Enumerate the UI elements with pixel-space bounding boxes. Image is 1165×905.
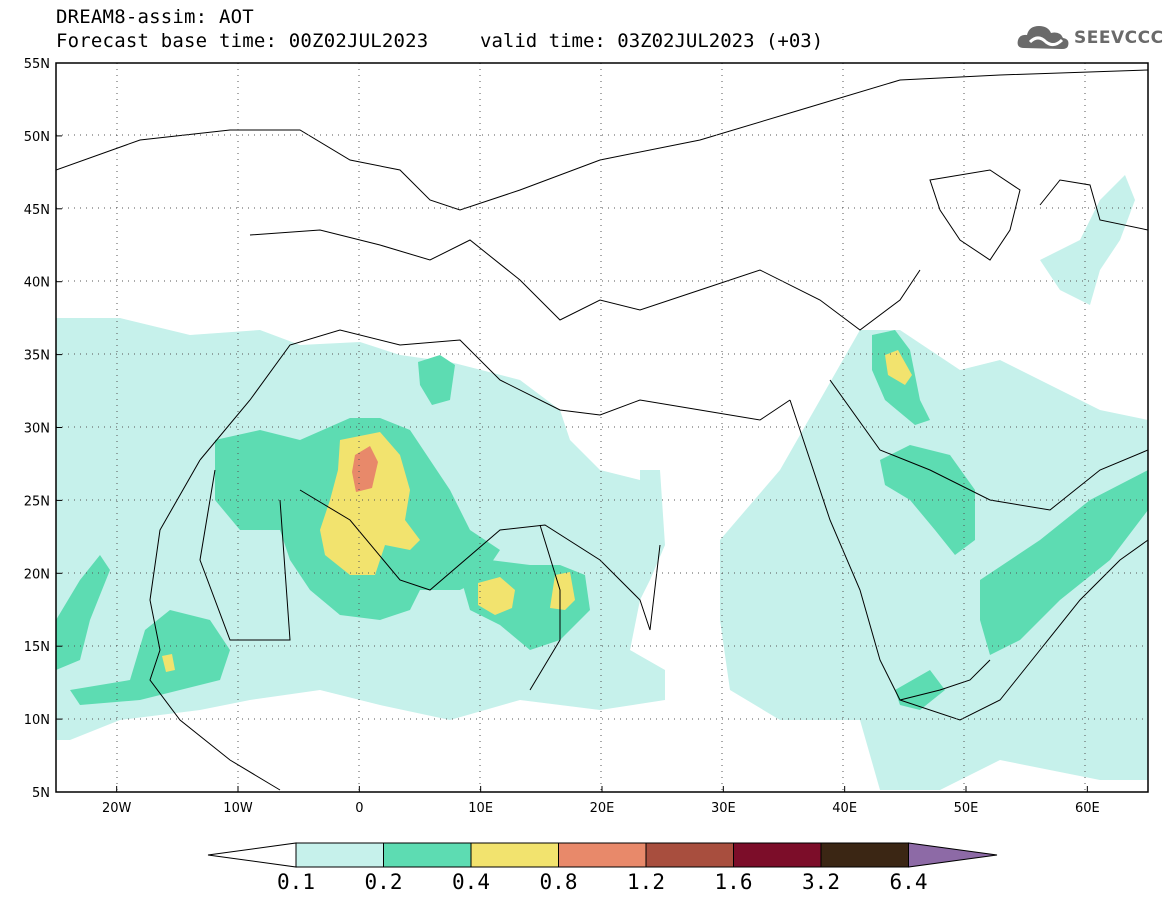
- colorbar-segment: [470, 842, 559, 868]
- latitude-label: 25N: [24, 494, 50, 509]
- colorbar-label: 6.4: [889, 870, 928, 894]
- latitude-labels: 5N 10N 15N 20N 25N 30N 35N 40N 45N 50N 55N: [24, 57, 50, 801]
- colorbar-segment: [733, 842, 822, 868]
- latitude-label: 50N: [24, 130, 50, 145]
- colorbar-label: 0.1: [277, 870, 315, 894]
- latitude-label: 40N: [24, 276, 50, 291]
- latitude-label: 30N: [24, 422, 50, 437]
- colorbar-segment: [820, 842, 909, 868]
- forecast-base-time: Forecast base time: 00Z02JUL2023: [56, 30, 429, 52]
- longitude-label: 10E: [468, 801, 493, 816]
- longitude-label: 20E: [590, 801, 615, 816]
- cloud-icon: [1017, 26, 1069, 49]
- aot-level-0-4: [162, 350, 912, 672]
- longitude-label: 50E: [954, 801, 979, 816]
- latitude-label: 10N: [24, 713, 50, 728]
- latitude-label: 55N: [24, 57, 50, 72]
- latitude-label: 45N: [24, 203, 50, 218]
- colorbar-label: 0.4: [452, 870, 490, 894]
- longitude-labels: 20W 10W 0 10E 20E 30E 40E 50E 60E: [102, 801, 1100, 816]
- longitude-label: 0: [355, 801, 363, 816]
- latitude-label: 20N: [24, 567, 50, 582]
- colorbar: [207, 842, 998, 868]
- aot-level-0-8: [352, 446, 378, 492]
- colorbar-label: 3.2: [802, 870, 840, 894]
- colorbar-high-arrow: [908, 842, 998, 868]
- colorbar-segment: [558, 842, 647, 868]
- longitude-label: 60E: [1075, 801, 1100, 816]
- colorbar-segment: [645, 842, 734, 868]
- map-title: DREAM8-assim: AOT: [56, 6, 254, 28]
- colorbar-label: 1.2: [627, 870, 665, 894]
- logo-text: SEEVCCC: [1074, 28, 1164, 48]
- axis-ticks: [56, 62, 1088, 793]
- colorbar-segment: [295, 842, 384, 868]
- valid-time: valid time: 03Z02JUL2023 (+03): [480, 30, 824, 52]
- longitude-label: 40E: [832, 801, 857, 816]
- longitude-label: 30E: [711, 801, 736, 816]
- colorbar-label: 0.8: [539, 870, 578, 894]
- latitude-label: 5N: [32, 786, 50, 801]
- seevccc-logo: SEEVCCC: [1016, 20, 1163, 58]
- coastlines: [56, 69, 1148, 791]
- latitude-label: 35N: [24, 349, 50, 364]
- colorbar-label: 0.2: [364, 870, 403, 894]
- longitude-label: 20W: [102, 801, 132, 816]
- colorbar-label: 1.6: [714, 870, 753, 894]
- graticule: [56, 63, 1148, 792]
- colorbar-segment: [383, 842, 472, 868]
- colorbar-low-arrow: [207, 842, 297, 868]
- latitude-label: 15N: [24, 640, 50, 655]
- longitude-label: 10W: [223, 801, 253, 816]
